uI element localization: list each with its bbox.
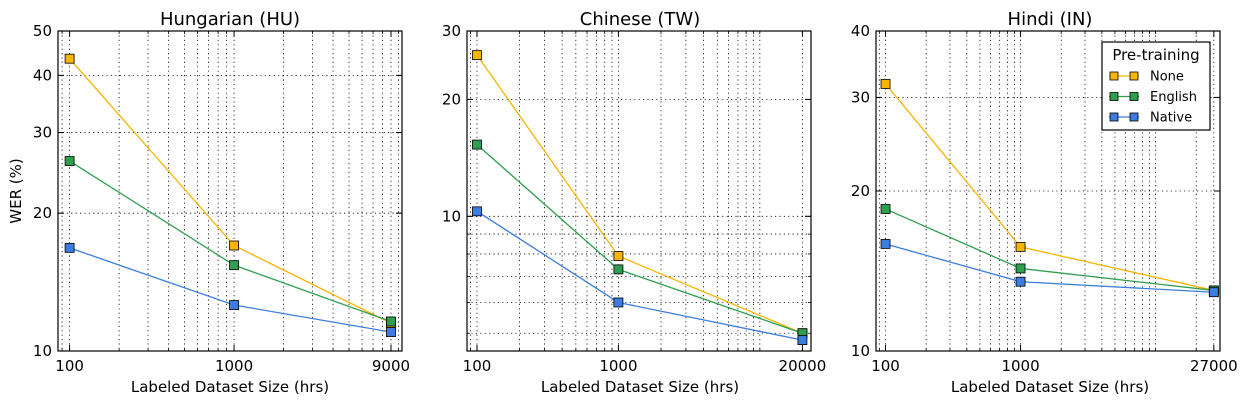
x-tick-label: 100: [463, 357, 492, 375]
axes-frame: [466, 30, 812, 352]
data-point: [229, 240, 239, 251]
data-point: [229, 260, 239, 271]
x-tick-label: 1000: [215, 357, 253, 375]
legend-box: [1101, 41, 1211, 131]
data-point: [613, 264, 624, 275]
series-native: [880, 239, 1219, 298]
axes-frame: [57, 30, 403, 352]
data-point: [880, 239, 891, 249]
x-tick-label: 100: [55, 357, 84, 375]
data-point: [1015, 263, 1026, 274]
x-axis-label: Labeled Dataset Size (hrs): [131, 378, 329, 396]
y-tick-label: 30: [442, 22, 461, 40]
legend-title: Pre-training: [1112, 46, 1199, 64]
x-axis-label: Labeled Dataset Size (hrs): [541, 378, 739, 396]
x-axis-label: Labeled Dataset Size (hrs): [951, 378, 1149, 396]
data-point: [880, 204, 891, 214]
data-point: [613, 297, 624, 308]
legend-label: Native: [1150, 111, 1192, 126]
data-point: [386, 327, 396, 337]
legend-marker: [1129, 112, 1139, 122]
x-tick-label: 1000: [599, 357, 637, 375]
y-tick-label: 40: [851, 22, 870, 40]
y-tick-label: 10: [33, 342, 52, 360]
data-point: [797, 335, 808, 346]
legend-marker: [1129, 92, 1139, 101]
y-tick-label: 20: [33, 204, 52, 222]
y-tick-label: 40: [33, 66, 52, 84]
series-native: [472, 206, 808, 346]
gridlines: [58, 31, 402, 351]
legend-entry-none: None: [1109, 70, 1184, 85]
data-point: [472, 206, 482, 217]
data-point: [1015, 276, 1026, 287]
series-native: [64, 242, 396, 337]
panel-hungarian: Hungarian (HU) WER (%) Labeled Dataset S…: [7, 9, 410, 396]
data-point: [386, 316, 396, 327]
gridlines: [467, 31, 811, 351]
plot-area: [58, 30, 402, 352]
x-tick-label: 100: [871, 357, 900, 375]
panel-title: Hungarian (HU): [160, 9, 300, 30]
legend-entry-english: English: [1109, 90, 1197, 105]
axes-frame: [875, 30, 1221, 352]
x-tick-label: 9000: [372, 357, 410, 375]
legend-label: English: [1150, 90, 1197, 105]
data-point: [64, 53, 75, 64]
y-tick-label: 30: [33, 124, 52, 142]
y-tick-label: 10: [442, 207, 461, 225]
legend-marker: [1129, 71, 1139, 81]
y-tick-label: 50: [33, 22, 52, 40]
y-axis-label: WER (%): [7, 158, 25, 223]
legend-entry-native: Native: [1109, 111, 1192, 126]
x-tick-label: 27000: [1190, 357, 1238, 375]
panel-hindi: Hindi (IN) Labeled Dataset Size (hrs) 10…: [851, 9, 1238, 396]
data-point: [1208, 287, 1219, 298]
y-tick-label: 10: [851, 342, 870, 360]
x-tick-label: 20000: [779, 357, 827, 375]
data-point: [64, 156, 75, 166]
panel-title: Chinese (TW): [580, 9, 700, 30]
y-tick-label: 20: [442, 90, 461, 108]
data-point: [880, 79, 891, 89]
legend: Pre-training None English Native: [1101, 41, 1211, 131]
legend-marker: [1109, 92, 1119, 101]
legend-label: None: [1150, 70, 1184, 85]
legend-marker: [1109, 112, 1119, 122]
panel-chinese: Chinese (TW) Labeled Dataset Size (hrs) …: [442, 9, 826, 396]
legend-marker: [1109, 71, 1119, 81]
data-point: [229, 300, 239, 310]
data-point: [472, 50, 482, 61]
data-point: [1015, 241, 1026, 252]
data-point: [64, 242, 75, 253]
series-english: [472, 139, 808, 339]
panel-title: Hindi (IN): [1008, 9, 1093, 30]
y-tick-label: 20: [851, 182, 870, 200]
y-tick-label: 30: [851, 88, 870, 106]
series-english: [64, 156, 396, 327]
data-point: [472, 139, 482, 150]
x-tick-label: 1000: [1001, 357, 1039, 375]
data-point: [613, 251, 624, 261]
